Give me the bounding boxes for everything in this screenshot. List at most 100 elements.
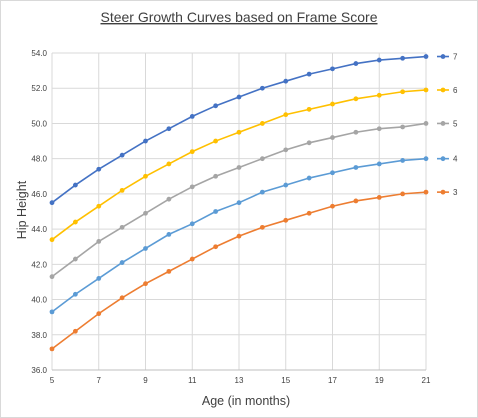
- data-point: [236, 200, 242, 206]
- data-point: [166, 161, 172, 167]
- data-point: [189, 256, 195, 262]
- data-point: [49, 346, 55, 352]
- data-point: [376, 57, 382, 63]
- data-point: [119, 152, 125, 158]
- x-tick-label: 7: [97, 376, 102, 385]
- data-point: [400, 158, 406, 163]
- data-point: [423, 87, 429, 93]
- x-tick-label: 19: [375, 376, 384, 385]
- data-point: [236, 94, 242, 100]
- data-point: [283, 78, 289, 84]
- data-point: [306, 106, 312, 112]
- legend-label: 5: [453, 119, 458, 128]
- data-point: [259, 189, 265, 195]
- data-point: [166, 268, 172, 274]
- data-point: [353, 61, 359, 66]
- data-point: [72, 256, 78, 262]
- data-point: [306, 175, 312, 181]
- data-point: [423, 121, 429, 126]
- data-point: [423, 156, 429, 162]
- data-point: [189, 149, 195, 155]
- data-point: [96, 166, 102, 172]
- data-point: [330, 203, 335, 209]
- data-point: [306, 71, 312, 77]
- x-tick-label: 13: [235, 376, 244, 385]
- x-tick-label: 5: [50, 376, 55, 385]
- data-point: [400, 124, 406, 130]
- legend-marker: [440, 87, 446, 93]
- data-point: [400, 89, 406, 95]
- data-point: [96, 311, 102, 317]
- data-point: [166, 196, 172, 202]
- data-point: [330, 66, 335, 72]
- legend-item-7: 7: [437, 53, 458, 62]
- data-point: [283, 217, 289, 223]
- data-point: [213, 209, 219, 214]
- data-point: [49, 309, 55, 315]
- data-point: [213, 138, 219, 144]
- data-point: [119, 187, 125, 193]
- series-7: [49, 54, 429, 206]
- x-tick-label: 17: [328, 376, 337, 385]
- data-point: [143, 246, 148, 251]
- data-point: [49, 237, 55, 243]
- chart-title: Steer Growth Curves based on Frame Score: [100, 9, 377, 25]
- gridlines: [51, 52, 427, 371]
- x-tick-label: 9: [143, 376, 148, 385]
- data-point: [376, 195, 382, 200]
- data-point: [353, 198, 359, 204]
- y-tick-label: 46.0: [31, 190, 47, 199]
- data-point: [96, 276, 102, 281]
- data-point: [213, 244, 219, 250]
- data-point: [423, 54, 429, 59]
- data-point: [306, 210, 312, 216]
- y-tick-label: 42.0: [31, 260, 47, 269]
- data-point: [353, 96, 359, 102]
- y-tick-label: 38.0: [31, 331, 47, 340]
- data-point: [96, 203, 102, 209]
- data-point: [72, 182, 78, 188]
- y-axis-title: Hip Height: [15, 180, 29, 239]
- series-4: [49, 156, 429, 315]
- data-point: [143, 173, 148, 179]
- legend-label: 3: [453, 188, 458, 197]
- data-point: [189, 114, 195, 119]
- data-point: [236, 233, 242, 239]
- data-point: [236, 165, 242, 170]
- data-point: [166, 231, 172, 237]
- y-tick-label: 40.0: [31, 296, 47, 305]
- legend-marker: [440, 121, 446, 126]
- data-point: [96, 239, 102, 244]
- legend-item-6: 6: [437, 86, 458, 95]
- data-point: [213, 173, 219, 179]
- legend: 7 6 5 4 3: [437, 53, 458, 197]
- data-point: [259, 156, 265, 162]
- data-point: [119, 260, 125, 265]
- data-point: [330, 135, 335, 140]
- data-point: [72, 291, 78, 297]
- legend-marker: [440, 189, 446, 195]
- data-point: [400, 191, 406, 197]
- x-axis-title: Age (in months): [202, 394, 290, 408]
- series-5: [49, 121, 429, 280]
- data-point: [259, 121, 265, 126]
- legend-item-5: 5: [437, 119, 458, 128]
- data-point: [143, 281, 148, 287]
- data-point: [259, 85, 265, 91]
- data-point: [213, 103, 219, 109]
- data-point: [306, 140, 312, 146]
- y-tick-label: 48.0: [31, 155, 47, 164]
- data-point: [400, 55, 406, 61]
- y-tick-label: 36.0: [31, 366, 47, 375]
- series-lines: [49, 54, 429, 352]
- data-point: [189, 184, 195, 190]
- data-point: [423, 189, 429, 195]
- data-point: [72, 219, 78, 225]
- y-tick-label: 44.0: [31, 225, 47, 234]
- data-point: [49, 274, 55, 280]
- data-point: [119, 295, 125, 301]
- y-tick-label: 54.0: [31, 49, 47, 58]
- series-3: [49, 189, 429, 352]
- legend-label: 4: [453, 155, 458, 164]
